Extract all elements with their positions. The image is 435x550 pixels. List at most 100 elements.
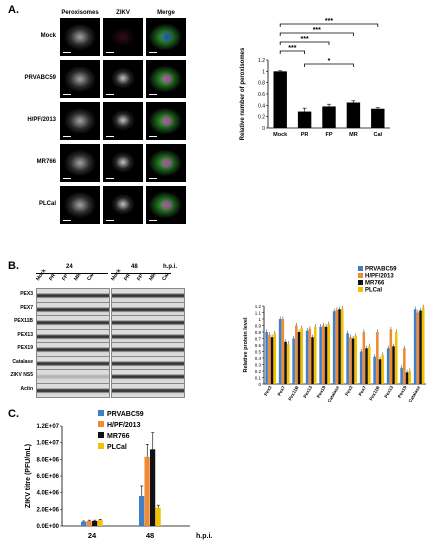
scale-bar (149, 136, 157, 137)
micrograph-image (60, 186, 100, 224)
scale-bar (149, 178, 157, 179)
protein-label: PEX13 (17, 331, 33, 338)
y-tick-label: 1.0E+07 (36, 441, 59, 447)
timepoint-48: 48 (131, 264, 138, 270)
bar (292, 338, 295, 384)
lane-label: PR (122, 272, 132, 282)
legend-swatch (358, 287, 363, 292)
bar (327, 324, 331, 384)
micrograph-row-label: PRVABC59 (24, 75, 56, 81)
bar (81, 521, 87, 526)
y-tick-label: 4.0E+06 (36, 491, 59, 497)
bar (281, 319, 285, 384)
timepoint-24: 24 (66, 264, 73, 270)
micrograph-column-header: ZIKV (116, 10, 130, 16)
micrograph-column-header: Peroxisomes (61, 10, 99, 16)
bar (155, 507, 161, 526)
x-tick-label: Pex19 (397, 385, 408, 399)
x-tick-label: Pex3 (263, 385, 273, 397)
x-tick-label: Pex13 (302, 385, 313, 399)
protein-label: ZIKV NS5 (10, 372, 33, 378)
bar (359, 351, 363, 384)
y-tick-label: 0.8 (258, 81, 265, 87)
bar (278, 319, 282, 384)
micrograph-row-label: H/PF/2013 (27, 117, 56, 123)
scale-bar (63, 136, 71, 137)
y-tick-label: 0.6 (255, 343, 262, 348)
micrograph-image (146, 18, 186, 56)
bar (297, 332, 301, 384)
y-tick-label: 0.2 (258, 115, 265, 121)
y-tick-label: 0.4 (258, 103, 265, 109)
bar (378, 359, 382, 384)
micrograph-image (103, 18, 143, 56)
scale-bar (63, 52, 71, 53)
micrograph-row-label: MR766 (36, 159, 56, 165)
panel-b-label: B. (8, 260, 19, 272)
bar (371, 108, 385, 128)
scale-bar (106, 178, 114, 179)
legend-swatch (98, 443, 104, 449)
y-tick-label: 0.2 (255, 369, 262, 374)
bar (319, 326, 322, 384)
zikv-titre-chart: PRVABC59 H/PF/2013 MR766 PLCal 0.0E+00 2.0E+0… (25, 410, 212, 540)
bar (373, 356, 376, 384)
legend-label: MR766 (107, 433, 130, 440)
significance-bracket (279, 41, 330, 45)
y-tick-label: 0.9 (255, 323, 262, 328)
x-tick-label: MR (349, 132, 358, 138)
y-tick-label: 1 (258, 317, 261, 322)
bar (376, 332, 379, 384)
significance-bracket (279, 50, 305, 54)
y-tick-label: 0.3 (255, 362, 262, 367)
significance-label: *** (301, 36, 309, 43)
protein-label: PEX7 (20, 304, 33, 311)
y-tick-label: 1.2 (255, 304, 262, 309)
bar (362, 332, 366, 384)
legend-label: PRVABC59 (107, 411, 144, 418)
micrograph-image (60, 60, 100, 98)
bar (403, 348, 406, 384)
y-tick-label: 6.0E+06 (36, 474, 59, 480)
x-tick-label: 48 (146, 531, 154, 540)
scale-bar (63, 178, 71, 179)
bar (150, 449, 156, 526)
scale-bar (106, 52, 114, 53)
bar (413, 309, 417, 384)
protein-label: PEX11B (14, 318, 33, 324)
micrograph-image (60, 102, 100, 140)
bar (322, 325, 325, 384)
scale-bar (149, 94, 157, 95)
significance-label: *** (313, 27, 321, 34)
bar (297, 111, 312, 128)
bar (340, 308, 344, 384)
bar (405, 372, 409, 384)
protein-label: Catalase (12, 358, 33, 365)
bar (392, 346, 395, 384)
y-tick-label: 0 (258, 382, 261, 387)
x-tick-label: Pex13 (383, 385, 394, 399)
legend-swatch (358, 266, 363, 271)
bar (346, 333, 349, 384)
x-tick-label: Pex11B (287, 384, 300, 401)
x-tick-label: Pex11B (368, 384, 381, 401)
x-tick-label: Pex19 (316, 385, 327, 399)
bar (300, 328, 304, 384)
y-tick-label: 0 (262, 126, 265, 132)
timepoint-rule (111, 273, 171, 274)
x-tick-label: PR (301, 132, 309, 138)
x-tick-label: Cal (374, 132, 383, 138)
micrograph-image (60, 18, 100, 56)
bar (386, 348, 390, 384)
bar (305, 330, 309, 384)
micrograph-row-label: PLCal (38, 201, 56, 207)
legend-swatch (98, 432, 104, 438)
micrograph-image (103, 186, 143, 224)
y-tick-label: 0.7 (255, 336, 262, 341)
bar (273, 71, 287, 128)
bar (308, 328, 312, 384)
bar (144, 456, 150, 526)
legend-label: H/PF/2013 (107, 422, 141, 429)
bar (419, 310, 422, 384)
